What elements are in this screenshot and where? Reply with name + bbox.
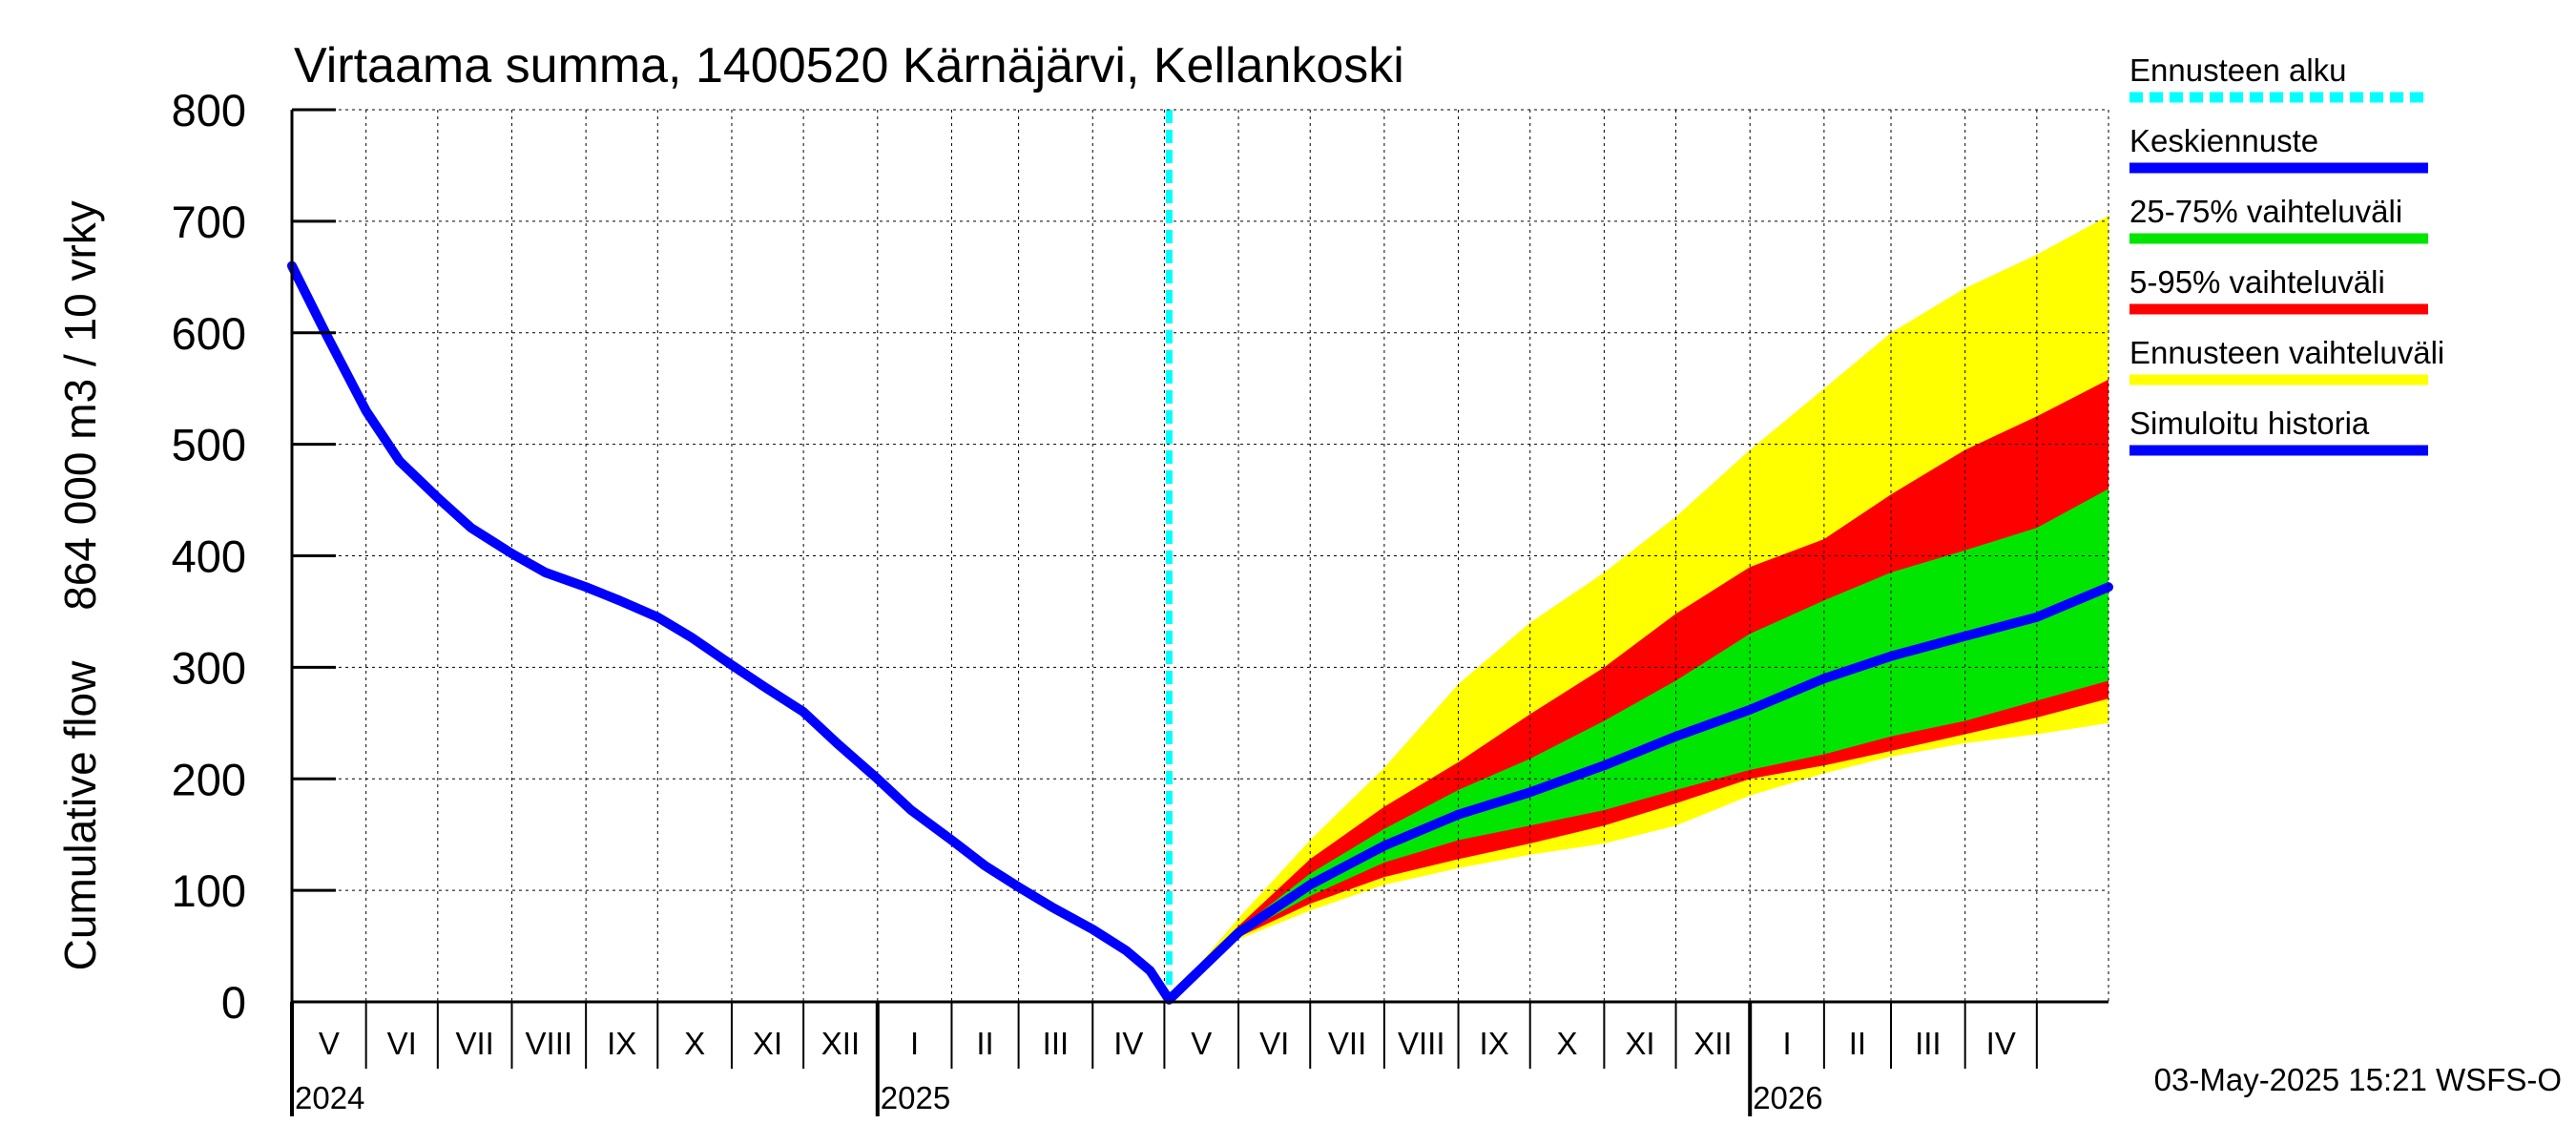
- year-label: 2024: [295, 1080, 364, 1115]
- legend-label: 5-95% vaihteluväli: [2129, 264, 2385, 300]
- y-tick-label: 700: [172, 197, 246, 247]
- month-label: I: [910, 1026, 919, 1061]
- band-25-75: [1169, 489, 2109, 1000]
- month-label: IX: [607, 1026, 636, 1061]
- chart-title: Virtaama summa, 1400520 Kärnäjärvi, Kell…: [294, 38, 1404, 94]
- y-axis-label-units: 864 000 m3 / 10 vrky: [55, 200, 105, 611]
- y-tick-label: 0: [221, 977, 246, 1028]
- legend-label: Simuloitu historia: [2129, 406, 2370, 441]
- month-label: XII: [821, 1026, 860, 1061]
- y-axis-label-name: Cumulative flow: [55, 660, 105, 970]
- month-label: V: [319, 1026, 340, 1061]
- y-tick-label: 400: [172, 531, 246, 582]
- month-label: I: [1782, 1026, 1791, 1061]
- y-tick-label: 500: [172, 420, 246, 470]
- month-label: V: [1191, 1026, 1212, 1061]
- month-label: II: [1849, 1026, 1866, 1061]
- month-label: IV: [1113, 1026, 1143, 1061]
- legend-label: 25-75% vaihteluväli: [2129, 194, 2402, 229]
- forecast-bands: [1169, 216, 2109, 1000]
- month-label: VIII: [526, 1026, 573, 1061]
- legend-label: Ennusteen vaihteluväli: [2129, 335, 2444, 370]
- legend-label: Ennusteen alku: [2129, 52, 2347, 88]
- month-label: XII: [1693, 1026, 1732, 1061]
- grid-lines: [292, 109, 2109, 1002]
- year-label: 2025: [881, 1080, 950, 1115]
- month-label: VI: [387, 1026, 417, 1061]
- month-label: XI: [753, 1026, 782, 1061]
- series-lines: [287, 110, 2113, 1005]
- legend-label: Keskiennuste: [2129, 123, 2318, 158]
- month-label: VI: [1259, 1026, 1289, 1061]
- y-tick-label: 600: [172, 308, 246, 359]
- year-label: 2026: [1753, 1080, 1822, 1115]
- month-label: IX: [1480, 1026, 1509, 1061]
- month-label: VII: [1328, 1026, 1366, 1061]
- footer-timestamp: 03-May-2025 15:21 WSFS-O: [2154, 1062, 2562, 1097]
- month-label: X: [1557, 1026, 1578, 1061]
- legend: Ennusteen alku Keskiennuste 25-75% vaihtel…: [2129, 52, 2444, 456]
- month-label: II: [976, 1026, 993, 1061]
- y-tick-label: 800: [172, 85, 246, 135]
- month-label: VIII: [1398, 1026, 1445, 1061]
- month-label: VII: [455, 1026, 493, 1061]
- month-label: III: [1915, 1026, 1942, 1061]
- mean-forecast-line: [1164, 582, 2113, 1005]
- history-line: [287, 260, 1174, 1005]
- y-tick-label: 200: [172, 754, 246, 804]
- month-label: III: [1043, 1026, 1070, 1061]
- y-tick-label: 100: [172, 865, 246, 916]
- month-label: X: [684, 1026, 705, 1061]
- month-label: IV: [1986, 1026, 2016, 1061]
- y-tick-label: 300: [172, 642, 246, 693]
- month-label: XI: [1625, 1026, 1654, 1061]
